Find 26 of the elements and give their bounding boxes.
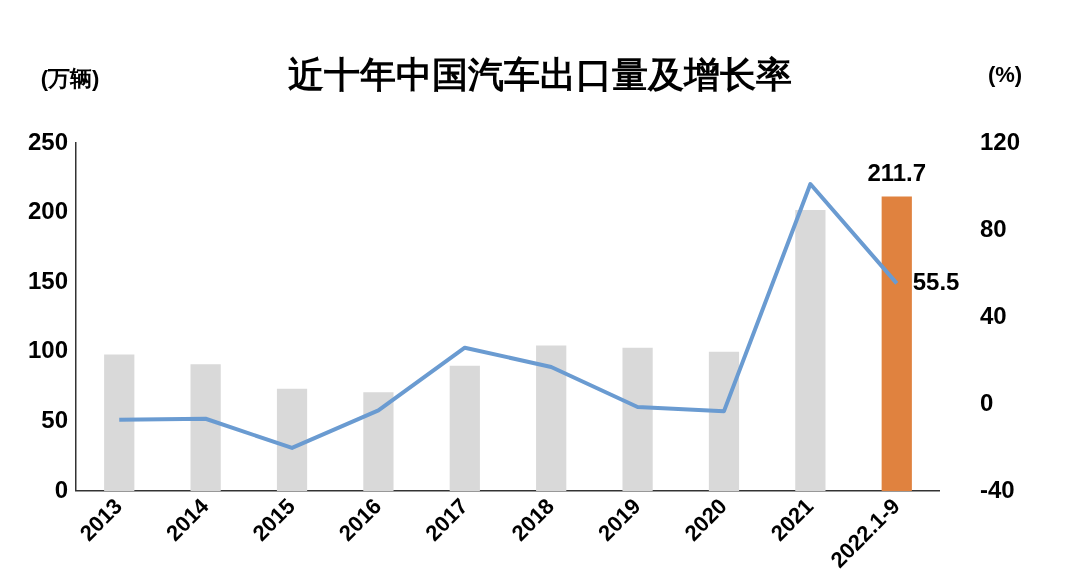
y2-tick-label: -40 <box>979 475 1015 503</box>
y-tick-label: 50 <box>41 406 69 433</box>
bar <box>363 392 394 491</box>
y2-tick-label: 80 <box>979 214 1007 242</box>
bar <box>449 365 480 491</box>
y-tick-label: 0 <box>54 475 69 503</box>
bar <box>881 196 912 491</box>
data-label: 211.7 <box>867 159 927 187</box>
data-label: 55.5 <box>912 268 960 295</box>
chart-title: 近十年中国汽车出口量及增长率 <box>288 53 792 95</box>
y-tick-label: 150 <box>28 266 69 294</box>
y-tick-label: 250 <box>28 127 69 155</box>
y2-tick-label: 0 <box>979 388 994 416</box>
bar <box>795 209 826 491</box>
y-tick-label: 200 <box>28 197 69 225</box>
bar <box>276 388 308 491</box>
bar <box>622 347 653 491</box>
bar <box>708 351 740 491</box>
y2-tick-label: 40 <box>979 301 1007 329</box>
bar <box>190 364 221 491</box>
bar <box>104 354 135 491</box>
y-axis-title: (万辆) <box>40 66 100 92</box>
y2-axis-title: (%) <box>987 62 1023 88</box>
y-tick-label: 100 <box>28 336 69 364</box>
y2-tick-label: 120 <box>979 127 1020 155</box>
bar <box>536 345 567 491</box>
